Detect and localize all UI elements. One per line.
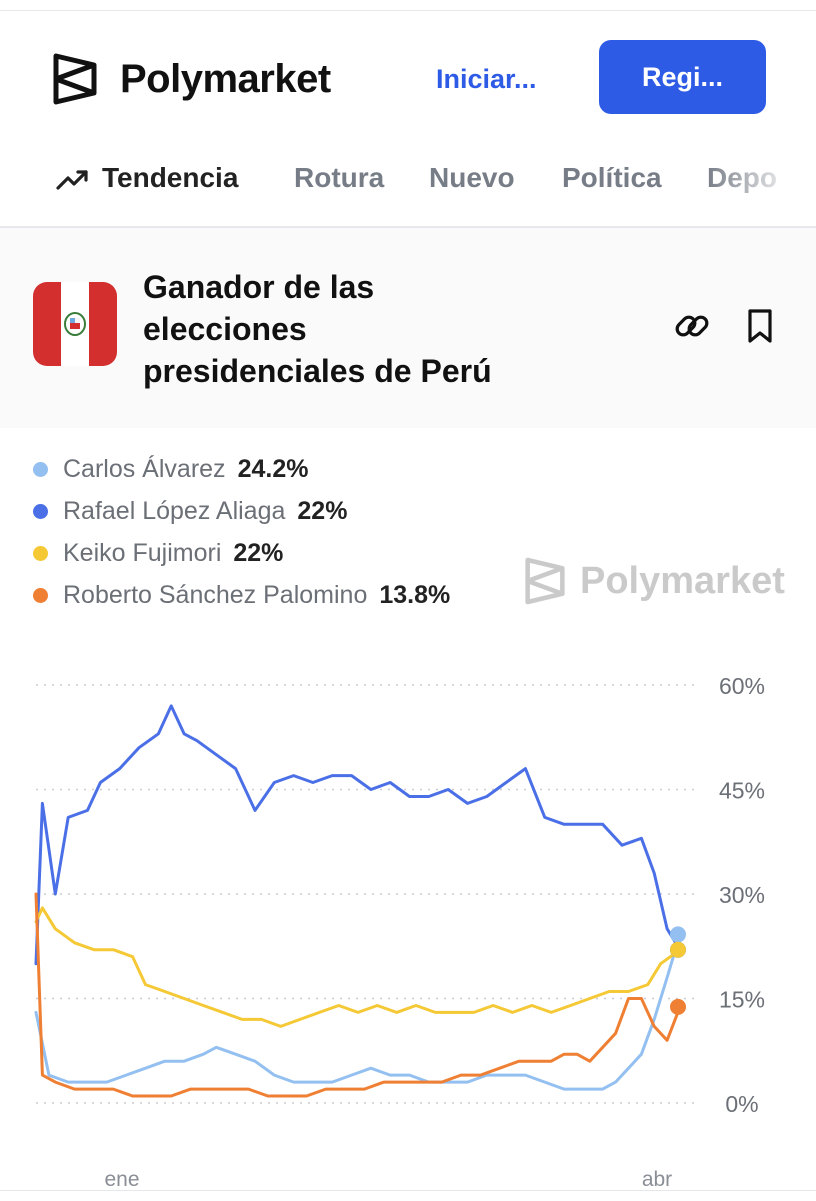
link-icon xyxy=(675,315,709,337)
trending-up-icon xyxy=(56,170,88,190)
market-title-line: elecciones xyxy=(143,311,307,347)
nav-item-politics[interactable]: Política xyxy=(562,162,662,193)
nav-item-trending[interactable]: Tendencia xyxy=(56,162,238,194)
y-tick-label: 15% xyxy=(719,987,765,1013)
bottom-border xyxy=(0,1190,816,1201)
series-end-marker xyxy=(670,998,686,1015)
legend-name: Roberto Sánchez Palomino xyxy=(63,580,368,609)
legend-name: Carlos Álvarez xyxy=(63,454,226,483)
y-tick-label: 60% xyxy=(719,673,765,699)
legend-name: Keiko Fujimori xyxy=(63,538,222,567)
legend-dot xyxy=(33,587,48,603)
x-tick-label: ene xyxy=(104,1168,139,1190)
chart-legend: Carlos Álvarez 24.2% Rafael López Aliaga… xyxy=(33,448,450,616)
polymarket-logo-icon xyxy=(53,53,97,105)
legend-value: 13.8% xyxy=(379,580,451,609)
polymarket-watermark-icon xyxy=(525,557,565,605)
brand-logo[interactable]: Polymarket xyxy=(52,52,331,106)
legend-dot xyxy=(33,461,48,477)
legend-name: Rafael López Aliaga xyxy=(63,496,286,525)
x-tick-label: abr xyxy=(642,1168,672,1190)
price-history-chart[interactable]: 0% 15% 30% 45% 60% ene abr xyxy=(0,640,816,1190)
legend-item: Carlos Álvarez 24.2% xyxy=(33,448,450,490)
legend-value: 22% xyxy=(233,538,284,567)
peru-flag-icon xyxy=(33,282,117,366)
legend-value: 22% xyxy=(297,496,348,525)
brand-name: Polymarket xyxy=(120,56,331,101)
nav-item-sports[interactable]: Depo xyxy=(707,162,777,193)
bookmark-icon xyxy=(748,309,772,343)
series-line xyxy=(34,932,682,1091)
market-title-line: Ganador de las xyxy=(143,269,375,305)
login-link[interactable]: Iniciar... xyxy=(436,64,537,94)
legend-item: Keiko Fujimori 22% xyxy=(33,532,450,574)
market-title: Ganador de las elecciones presidenciales… xyxy=(143,266,563,392)
watermark-text: Polymarket xyxy=(580,559,785,602)
legend-value: 24.2% xyxy=(237,454,309,483)
legend-dot xyxy=(33,503,48,519)
nav-item-breaking[interactable]: Rotura xyxy=(294,162,385,193)
header-divider xyxy=(0,226,816,228)
copy-link-button[interactable] xyxy=(672,306,712,346)
y-tick-label: 45% xyxy=(719,778,765,804)
register-button[interactable]: Regi... xyxy=(599,40,766,114)
legend-item: Roberto Sánchez Palomino 13.8% xyxy=(33,574,450,616)
legend-item: Rafael López Aliaga 22% xyxy=(33,490,450,532)
y-tick-label: 30% xyxy=(719,882,765,908)
series-line xyxy=(34,892,682,1098)
category-nav: Tendencia Rotura Nuevo Política Depo xyxy=(0,150,816,208)
series-end-marker xyxy=(670,926,686,943)
market-title-line: presidenciales de Perú xyxy=(143,353,492,389)
bookmark-button[interactable] xyxy=(740,306,780,346)
y-tick-label: 0% xyxy=(725,1091,758,1117)
chart-watermark: Polymarket xyxy=(524,556,785,606)
market-header: Ganador de las elecciones presidenciales… xyxy=(0,228,816,428)
nav-label: Tendencia xyxy=(102,162,239,193)
nav-item-new[interactable]: Nuevo xyxy=(429,162,515,193)
legend-dot xyxy=(33,545,48,561)
site-header: Polymarket Iniciar... Regi... xyxy=(0,20,816,130)
series-line xyxy=(34,906,682,1028)
series-end-marker xyxy=(670,941,686,958)
series-line xyxy=(34,704,682,966)
top-border xyxy=(0,10,816,11)
